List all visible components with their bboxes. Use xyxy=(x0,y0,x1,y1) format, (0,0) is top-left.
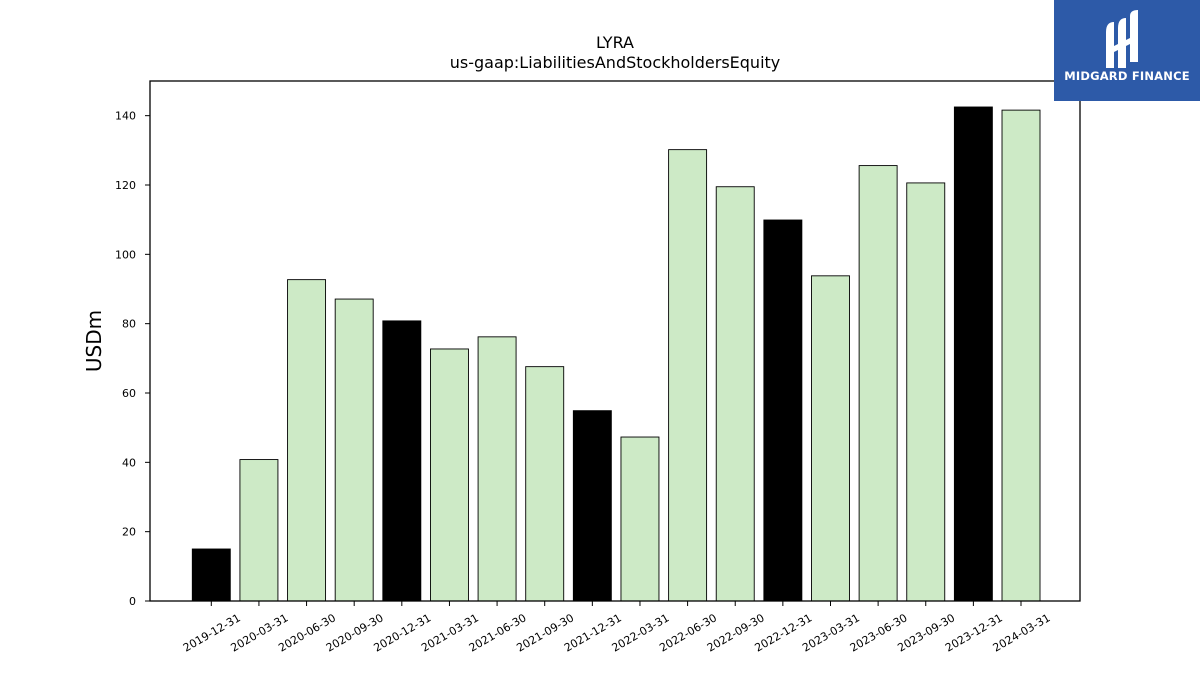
y-tick-label: 40 xyxy=(122,456,136,469)
bar-2020-09-30 xyxy=(334,298,374,602)
y-tick-label: 140 xyxy=(115,110,136,123)
y-tick-label: 100 xyxy=(115,248,136,261)
chart-subtitle: us-gaap:LiabilitiesAndStockholdersEquity xyxy=(450,53,781,72)
x-axis-ticks: 2019-12-312020-03-312020-06-302020-09-30… xyxy=(181,601,1053,655)
bar-2023-12-31 xyxy=(953,106,993,602)
bar-2023-03-31 xyxy=(811,275,850,602)
bar-2020-03-31 xyxy=(239,459,279,602)
chart-title: LYRA xyxy=(596,33,634,52)
bar-2022-09-30 xyxy=(715,186,755,602)
bar-2022-06-30 xyxy=(668,149,708,602)
y-tick-label: 20 xyxy=(122,526,136,539)
y-tick-label: 60 xyxy=(122,387,136,400)
brand-name: MIDGARD FINANCE xyxy=(1064,69,1190,83)
y-axis-label: USDm xyxy=(82,310,106,372)
bar-2019-12-31 xyxy=(191,548,231,602)
midgard-m-logo-icon xyxy=(1106,10,1138,68)
bar-2021-06-30 xyxy=(477,336,517,602)
y-tick-label: 120 xyxy=(115,179,136,192)
bar-2022-12-31 xyxy=(763,219,803,602)
midgard-finance-logo: MIDGARD FINANCE xyxy=(1054,0,1200,101)
bar-2022-03-31 xyxy=(620,436,660,602)
bar-2020-12-31 xyxy=(382,320,422,602)
bar-2021-12-31 xyxy=(572,410,612,602)
y-axis-ticks: 0 20 40 60 80 100 120 140 xyxy=(115,110,150,608)
bar-2024-03-31 xyxy=(1001,109,1041,602)
y-tick-label: 80 xyxy=(122,318,136,331)
bar-2021-09-30 xyxy=(525,366,565,602)
bar-2023-06-30 xyxy=(858,165,898,602)
bar-2021-03-31 xyxy=(430,348,469,602)
bars-group xyxy=(191,106,1041,602)
plot-frame xyxy=(149,80,1081,602)
bar-2023-09-30 xyxy=(906,182,946,602)
y-tick-label: 0 xyxy=(129,595,136,608)
bar-2020-06-30 xyxy=(287,279,327,602)
